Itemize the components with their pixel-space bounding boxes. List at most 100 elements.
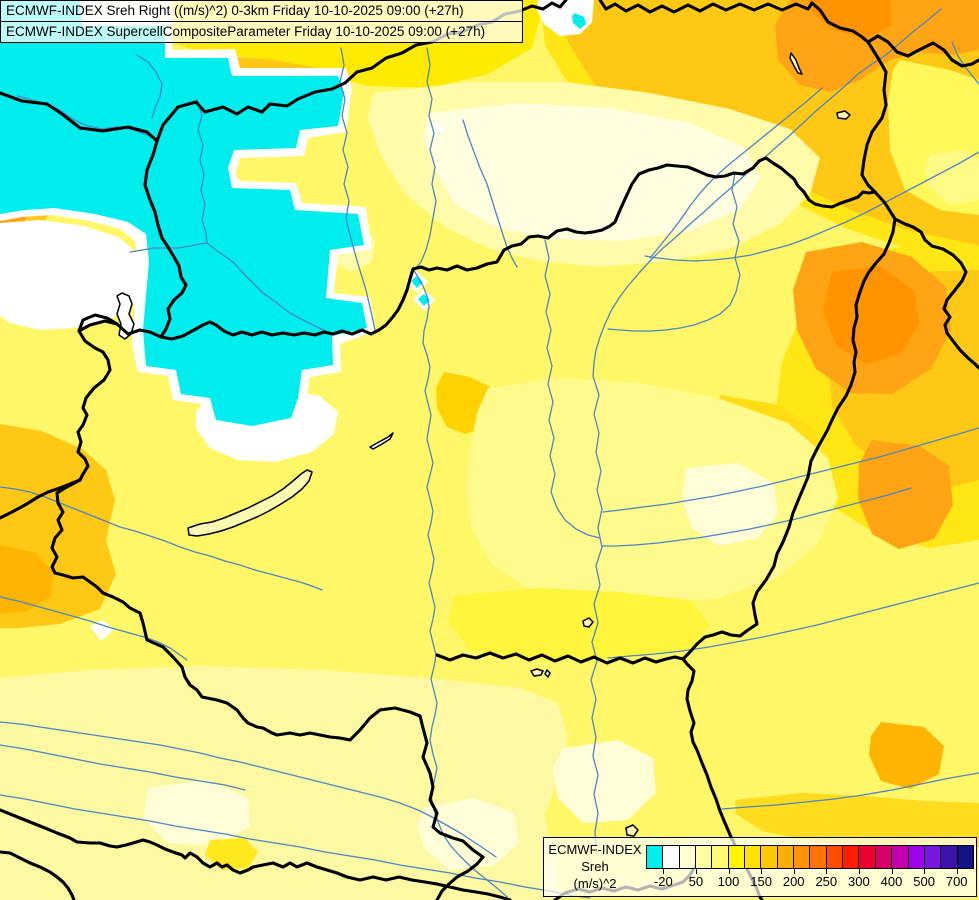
legend-tick-label-250: 250 [815, 874, 838, 889]
river-raba [0, 486, 323, 591]
region-center-south-pale [466, 378, 838, 606]
legend-color-cell-5 [728, 846, 746, 868]
river-drava [0, 721, 497, 858]
legend-heading: ECMWF-INDEX [548, 842, 642, 857]
border-hungary-north [159, 156, 877, 341]
lake-ne-small [836, 110, 851, 120]
legend-ticks [647, 868, 973, 874]
region-bottom-cream-c [553, 740, 656, 823]
region-east-orange-low [869, 722, 944, 789]
legend-tick-200 [793, 868, 795, 874]
rivers [0, 8, 979, 900]
legend-tick-250 [826, 868, 828, 874]
river-maros [607, 582, 979, 659]
legend-tick-label-100: 100 [717, 874, 740, 889]
river-ne-corner [951, 41, 979, 85]
legend-color-cell-16 [908, 846, 925, 868]
region-left-orange-b [0, 545, 54, 614]
legend-tick-label-150: 150 [750, 874, 772, 889]
legend-color-cell-6 [745, 846, 762, 868]
region-bottom-cream-a [417, 798, 519, 870]
border-austria-slovakia-west [143, 139, 188, 339]
river-zagyva [544, 239, 601, 539]
border-croatia-bosnia [0, 808, 512, 900]
title-line-2: ECMWF-INDEX SupercellCompositeParameter … [1, 21, 522, 42]
river-dyje [136, 54, 163, 119]
region-ne-pale-patch [925, 150, 979, 205]
legend-tick-400 [891, 868, 893, 874]
legend-units: (m/s)^2 [573, 876, 617, 891]
title-line-1: ECMWF-INDEX Sreh Right ((m/s)^2) 0-3km F… [6, 3, 464, 18]
region-east-orange-mid [858, 440, 953, 549]
legend-tick-label-400: 400 [880, 874, 903, 889]
map-title-box: ECMWF-INDEX Sreh Right ((m/s)^2) 0-3km F… [0, 0, 523, 43]
legend-tick-label-700: 700 [945, 874, 968, 889]
legend-color-cell-7 [761, 846, 778, 868]
legend-color-cell-4 [712, 846, 729, 868]
region-cyan-main [0, 0, 367, 426]
lake-balaton [187, 469, 313, 537]
river-szamos [644, 151, 979, 262]
border-sopron-pocket [77, 313, 119, 333]
region-slovakia-cream [423, 103, 760, 241]
legend-color-cell-13 [859, 846, 876, 868]
river-bodrog [649, 87, 823, 259]
lake-tisza-small [582, 617, 594, 628]
river-hron [415, 47, 437, 269]
legend-color-cell-14 [875, 846, 893, 868]
legend-color-cell-9 [794, 846, 811, 868]
legend-tick-50 [695, 868, 697, 874]
border-hungary-romania [681, 217, 897, 900]
legend-tick-label--20: -20 [653, 874, 673, 889]
river-koros-south [601, 487, 912, 547]
lake-velence [369, 432, 394, 450]
region-white-diamond-b [90, 620, 114, 641]
border-slovakia-poland-top [598, 0, 814, 14]
legend-color-cell-19 [957, 846, 973, 868]
legend-tick-label-300: 300 [848, 874, 870, 889]
region-bright-south [448, 588, 710, 660]
legend-tick-300 [858, 868, 860, 874]
border-czech-austria [0, 91, 159, 143]
border-ukraine-romania-east [873, 190, 979, 370]
legend-tick-label-50: 50 [688, 874, 704, 889]
legend-color-cell-2 [679, 846, 697, 868]
region-bottom-gold-spot [205, 838, 258, 870]
border-slovenia-croatia [50, 478, 485, 900]
legend-labels: -20 50 100 150 200 250 300 400 500 700 [647, 874, 973, 890]
legend-color-cell-3 [696, 846, 713, 868]
river-sava [0, 794, 591, 899]
legend-text-block: ECMWF-INDEX Sreh (m/s)^2 [544, 841, 646, 892]
river-morava [196, 99, 208, 244]
river-vah [339, 47, 376, 331]
legend-color-cell-0 [647, 846, 664, 868]
legend-tick-150 [761, 868, 763, 874]
lake-south-small [625, 824, 639, 837]
legend-color-cell-1 [663, 846, 680, 868]
region-ne-orange-core [808, 0, 892, 38]
region-east-orange-core [823, 266, 919, 364]
region-center-south-cream [682, 463, 778, 546]
legend-tick-500 [924, 868, 926, 874]
river-koros-north [602, 427, 979, 513]
river-sajo [607, 172, 741, 332]
region-cyan-dot-top [572, 13, 586, 29]
region-bottom-cream-b [143, 780, 250, 846]
region-cyan-dot-b [411, 276, 423, 288]
legend-parameter: Sreh [581, 859, 609, 874]
river-danube-vienna [129, 242, 331, 334]
river-se-low [721, 772, 979, 810]
lake-small-a [530, 668, 544, 677]
legend-tick-label-500: 500 [913, 874, 935, 889]
legend-color-cell-12 [843, 846, 860, 868]
legend-tick--20 [663, 868, 665, 874]
legend-tick-label-200: 200 [782, 874, 805, 889]
border-hungary-serbia [435, 651, 685, 665]
river-sw-small [0, 744, 246, 791]
river-slovakia-east [462, 119, 518, 268]
legend-color-cell-11 [826, 846, 844, 868]
legend-color-cell-17 [924, 846, 942, 868]
region-vienna-white [0, 220, 145, 330]
river-tisza [590, 8, 942, 846]
